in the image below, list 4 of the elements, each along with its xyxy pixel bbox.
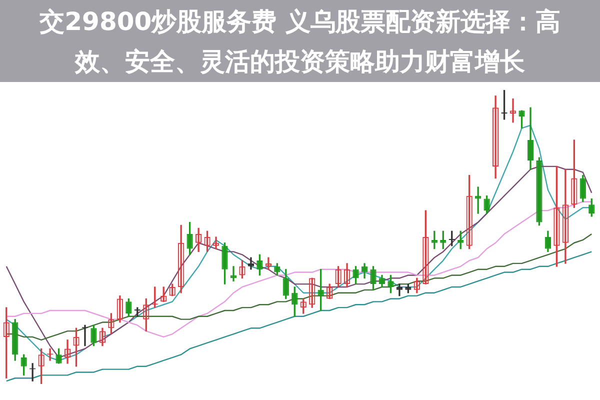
candlestick xyxy=(396,284,403,296)
candlestick xyxy=(475,186,482,214)
chart-title: 交29800炒股服务费 义乌股票配资新选择：高效、安全、灵活的投资策略助力财富增长 xyxy=(0,0,600,82)
candlestick xyxy=(230,266,237,282)
